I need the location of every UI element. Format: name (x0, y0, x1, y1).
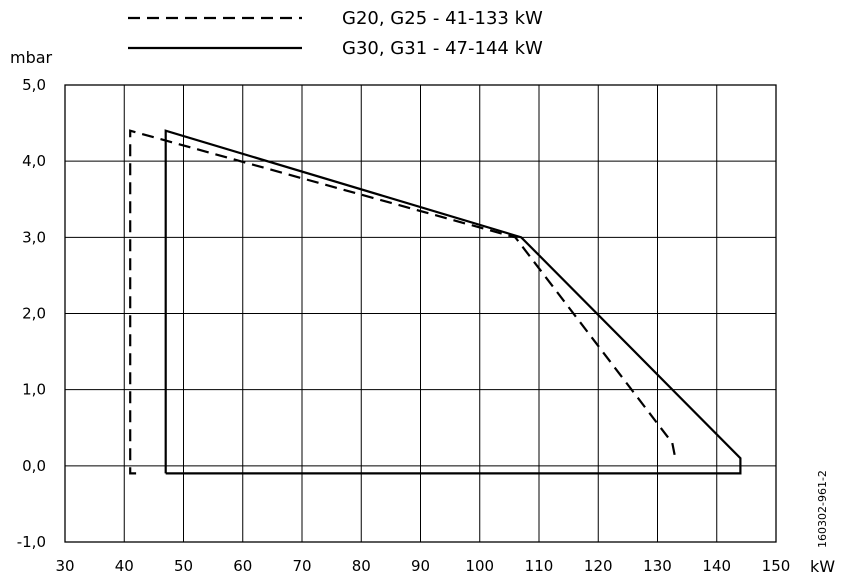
x-tick-label: 130 (643, 557, 672, 575)
x-tick-labels: 30 40 50 60 70 80 90 100 110 120 130 140 150 (55, 557, 790, 575)
legend: G20, G25 - 41-133 kW G30, G31 - 47-144 kW (128, 8, 543, 59)
x-tick-label: 70 (292, 557, 311, 575)
plot-frame (64, 84, 777, 543)
y-tick-label: 2,0 (22, 305, 46, 323)
y-axis-unit: mbar (10, 48, 53, 67)
x-tick-label: 30 (55, 557, 74, 575)
series-lines (129, 129, 742, 475)
y-tick-label: 1,0 (22, 381, 46, 399)
x-tick-label: 80 (352, 557, 371, 575)
x-tick-label: 40 (115, 557, 134, 575)
x-tick-label: 120 (584, 557, 613, 575)
x-axis-unit: kW (810, 557, 835, 576)
x-tick-label: 60 (233, 557, 252, 575)
legend-label: G30, G31 - 47-144 kW (342, 38, 543, 59)
series-line-dashed (129, 129, 677, 475)
legend-label: G20, G25 - 41-133 kW (342, 8, 543, 29)
y-tick-labels: -1,0 0,0 1,0 2,0 3,0 4,0 5,0 (17, 76, 46, 551)
x-tick-label: 140 (702, 557, 731, 575)
y-tick-label: 3,0 (22, 228, 46, 246)
y-tick-label: -1,0 (17, 533, 46, 551)
document-code: 160302-961-2 (816, 470, 829, 548)
y-tick-label: 0,0 (22, 457, 46, 475)
x-tick-label: 50 (174, 557, 193, 575)
series-line-solid (164, 129, 742, 475)
x-tick-label: 150 (762, 557, 791, 575)
x-tick-label: 110 (525, 557, 554, 575)
x-tick-label: 100 (465, 557, 494, 575)
x-tick-label: 90 (411, 557, 430, 575)
y-tick-label: 4,0 (22, 152, 46, 170)
y-tick-label: 5,0 (22, 76, 46, 94)
